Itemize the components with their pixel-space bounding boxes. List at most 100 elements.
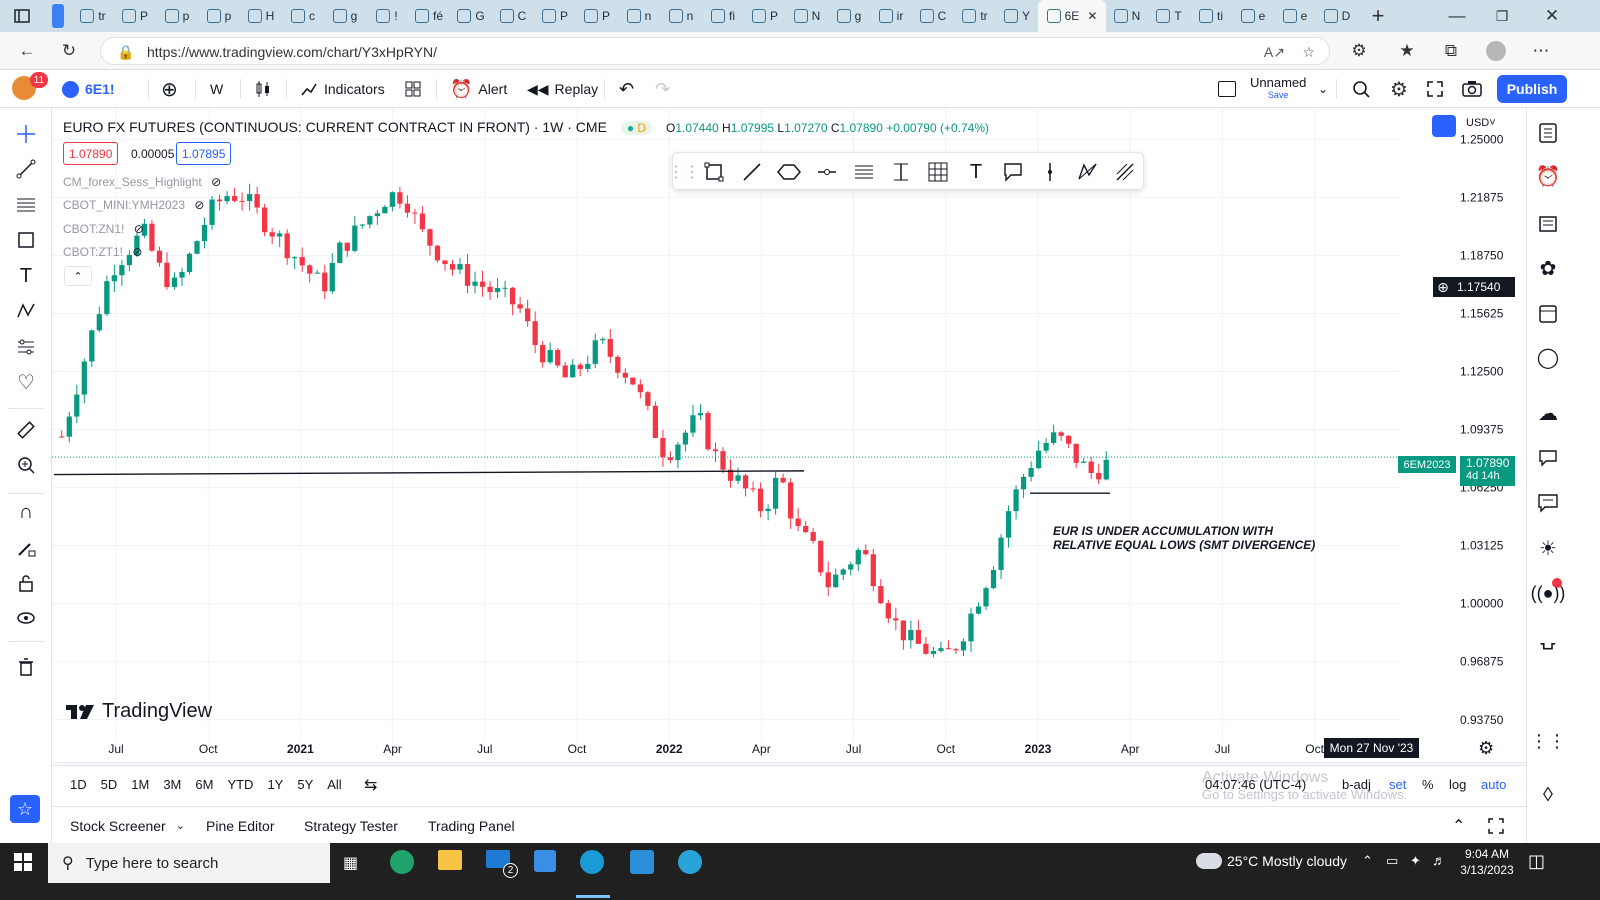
symbol-search-button[interactable]: 6E1! — [62, 70, 115, 108]
browser-tab[interactable]: N — [1106, 0, 1148, 32]
browser-tab[interactable]: n — [660, 0, 702, 32]
support-trend-line[interactable] — [53, 470, 805, 476]
signals-bulb-icon[interactable]: ☀ — [1539, 537, 1557, 560]
trash-icon[interactable] — [10, 653, 42, 681]
indicator-legend-3[interactable]: CBOT:ZN1! ⊘ — [63, 222, 144, 236]
range-button[interactable]: 5D — [100, 776, 118, 792]
tab-pine-editor[interactable]: Pine Editor — [206, 817, 275, 834]
browser-menu-icon[interactable]: ⋯ — [1532, 41, 1550, 60]
weather-text[interactable]: 25°C Mostly cloudy — [1227, 853, 1347, 869]
extensions-icon[interactable]: ⚙ — [1351, 41, 1367, 60]
session-toggle[interactable]: set — [1389, 776, 1407, 792]
indicator-legend-2[interactable]: CBOT_MINI:YMH2023 ⊘ — [63, 198, 205, 212]
camera-icon[interactable] — [1461, 78, 1483, 100]
crosshair-icon[interactable] — [10, 120, 42, 148]
add-alert-plus-icon[interactable]: ⊕ — [1437, 278, 1449, 295]
price-range-icon[interactable] — [886, 158, 916, 186]
drag-handle-icon[interactable]: ⋮⋮ — [668, 164, 700, 181]
telegram-icon[interactable] — [678, 850, 702, 874]
pattern-icon[interactable] — [10, 297, 42, 325]
redo-button[interactable]: ↷ — [655, 70, 670, 108]
browser-tab[interactable]: 6E ✕ — [1038, 0, 1106, 32]
chart-annotation[interactable]: EUR IS UNDER ACCUMULATION WITH RELATIVE … — [1053, 524, 1316, 552]
range-button[interactable]: 5Y — [297, 776, 314, 792]
edge-browser-icon[interactable] — [580, 850, 604, 874]
price-chart[interactable]: 1.25000 1.21875 1.18750 1.15625 1.12500 1.093… — [52, 108, 1526, 765]
ellipse-icon[interactable] — [774, 158, 804, 186]
log-scale-toggle[interactable]: log — [1449, 776, 1467, 792]
buy-price-box[interactable]: 1.07895 — [176, 142, 232, 165]
lock-drawing-pencil-icon[interactable] — [10, 534, 42, 562]
new-tab-button[interactable]: + — [1371, 3, 1385, 28]
search-icon[interactable] — [1350, 78, 1372, 100]
browser-tab[interactable]: D — [1316, 0, 1358, 32]
line-tool-icon[interactable] — [737, 158, 767, 186]
text-icon[interactable]: T — [969, 160, 983, 183]
prediction-icon[interactable] — [10, 333, 42, 361]
favorites-icon[interactable]: ★ — [1399, 41, 1415, 60]
tray-chevron-icon[interactable]: ⌃ — [1362, 853, 1373, 868]
browser-tab[interactable]: P — [114, 0, 156, 32]
browser-tab[interactable]: C — [912, 0, 954, 32]
range-button[interactable]: 3M — [163, 776, 182, 792]
browser-tab[interactable]: tr — [72, 0, 114, 32]
file-explorer-icon[interactable] — [438, 850, 462, 870]
templates-button[interactable] — [404, 70, 422, 108]
indicator-legend-1[interactable]: CM_forex_Sess_Highlight ⊘ — [63, 175, 222, 189]
browser-tab[interactable]: fé — [408, 0, 450, 32]
brush-icon[interactable] — [1110, 158, 1140, 186]
restore-icon[interactable]: ❐ — [1495, 7, 1509, 24]
maximize-panel-icon[interactable] — [1488, 807, 1504, 844]
profile-avatar[interactable] — [1486, 41, 1506, 61]
range-button[interactable]: All — [327, 776, 342, 792]
alerts-clock-icon[interactable]: ⏰ — [1535, 165, 1561, 188]
browser-tab[interactable]: ti — [1190, 0, 1232, 32]
layers-icon[interactable]: ◊ — [1543, 783, 1553, 806]
ruler-icon[interactable] — [10, 416, 42, 444]
favorite-icon[interactable]: ☆ — [1302, 44, 1315, 60]
back-icon[interactable]: ← — [18, 41, 36, 60]
adjustment-toggle[interactable]: b-adj — [1342, 776, 1371, 792]
undo-button[interactable]: ↶ — [619, 70, 634, 108]
minimize-icon[interactable]: — — [1448, 6, 1466, 25]
fib-retracement-icon[interactable] — [10, 191, 42, 219]
tab-actions-icon[interactable] — [12, 7, 32, 25]
hidden-eye-icon[interactable]: ⊘ — [211, 175, 222, 189]
symbol-legend[interactable]: EURO FX FUTURES (CONTINUOUS: CURRENT CON… — [63, 119, 989, 135]
eye-icon[interactable] — [10, 604, 42, 632]
collapse-panel-chevron-icon[interactable]: ⌃ — [1452, 817, 1466, 835]
browser-tab[interactable]: fi — [702, 0, 744, 32]
magnet-icon[interactable]: ∩ — [18, 500, 34, 523]
hidden-eye-icon[interactable]: ⊘ — [132, 245, 143, 259]
browser-tab[interactable]: e — [1232, 0, 1274, 32]
browser-tab[interactable]: G — [450, 0, 492, 32]
timezone-clock[interactable]: 04:07:46 (UTC-4) — [1205, 776, 1307, 792]
layout-name-button[interactable]: Unnamed Save — [1250, 75, 1306, 105]
chat-cloud-icon[interactable]: ☁ — [1538, 402, 1558, 425]
tab-stock-screener[interactable]: Stock Screener ⌄ — [70, 817, 185, 834]
callout-icon[interactable] — [998, 158, 1028, 186]
fib-levels-icon[interactable] — [849, 158, 879, 186]
settings-gear-icon[interactable]: ⚙ — [1390, 78, 1408, 101]
mail-icon[interactable] — [486, 850, 510, 868]
browser-tab[interactable]: N — [786, 0, 828, 32]
replay-button[interactable]: ◀◀ Replay — [527, 70, 598, 108]
battery-icon[interactable]: ▭ — [1386, 853, 1399, 868]
percent-scale-toggle[interactable]: % — [1422, 776, 1434, 792]
hidden-eye-icon[interactable]: ⊘ — [194, 198, 205, 212]
trend-line-icon[interactable] — [10, 155, 42, 183]
chats-icon[interactable] — [1532, 443, 1564, 473]
data-window-icon[interactable] — [1532, 208, 1564, 238]
currency-selector[interactable]: USD˅ — [1466, 117, 1496, 129]
range-button[interactable]: 1Y — [267, 776, 284, 792]
hotlist-fire-icon[interactable]: ✿ — [1539, 257, 1557, 280]
help-icon[interactable]: ⋮⋮ — [1530, 730, 1566, 751]
rectangle-icon[interactable] — [10, 226, 42, 254]
volume-icon[interactable]: ♬ — [1432, 852, 1446, 868]
browser-tab[interactable]: H — [240, 0, 282, 32]
horizontal-ray-icon[interactable] — [812, 158, 842, 186]
browser-tab[interactable]: n — [618, 0, 660, 32]
rectangle-select-icon[interactable] — [699, 158, 729, 186]
browser-tab[interactable]: p — [156, 0, 198, 32]
collections-icon[interactable]: ⧉ — [1444, 41, 1458, 60]
